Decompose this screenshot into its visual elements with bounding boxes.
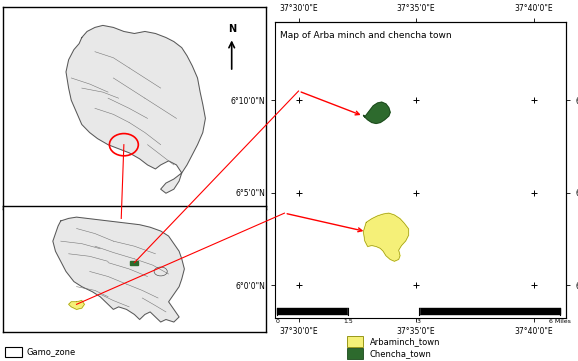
Text: N: N bbox=[228, 23, 236, 34]
Text: Chencha_town: Chencha_town bbox=[370, 349, 432, 358]
Text: 3: 3 bbox=[417, 319, 421, 323]
Polygon shape bbox=[53, 217, 184, 322]
Text: 0: 0 bbox=[276, 319, 279, 323]
Bar bbox=[131, 261, 138, 265]
Text: 6 Miles: 6 Miles bbox=[549, 319, 571, 323]
Polygon shape bbox=[364, 213, 409, 261]
Polygon shape bbox=[69, 300, 84, 309]
Polygon shape bbox=[66, 25, 205, 193]
Text: 1.5: 1.5 bbox=[343, 319, 353, 323]
Text: Gamo_zone: Gamo_zone bbox=[26, 347, 75, 356]
Polygon shape bbox=[364, 102, 390, 123]
Text: Arbaminch_town: Arbaminch_town bbox=[370, 338, 440, 346]
Text: Map of Arba minch and chencha town: Map of Arba minch and chencha town bbox=[280, 31, 452, 40]
